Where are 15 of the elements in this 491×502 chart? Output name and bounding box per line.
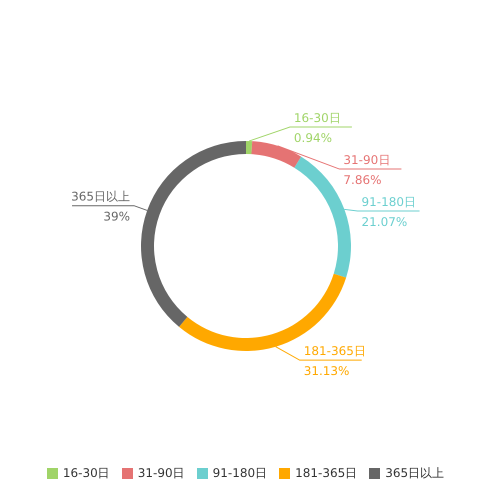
slice-label: 365日以上 [71, 190, 130, 204]
slice-label: 16-30日 [294, 111, 341, 126]
slice-label: 181-365日 [304, 344, 366, 358]
data-label: 39% [103, 210, 130, 224]
legend-label: 16-30日 [62, 465, 110, 482]
legend-label: 91-180日 [212, 465, 268, 482]
data-label: 31.13% [304, 364, 350, 378]
slice-label: 91-180日 [362, 195, 416, 210]
data-label: 21.07% [362, 215, 408, 230]
legend-label: 365日以上 [385, 465, 444, 482]
data-label: 7.86% [343, 173, 382, 188]
legend-label: 31-90日 [138, 465, 185, 482]
legend-label: 181-365日 [295, 465, 358, 482]
data-label: 0.94% [294, 131, 332, 146]
slice-label: 31-90日 [343, 153, 390, 168]
